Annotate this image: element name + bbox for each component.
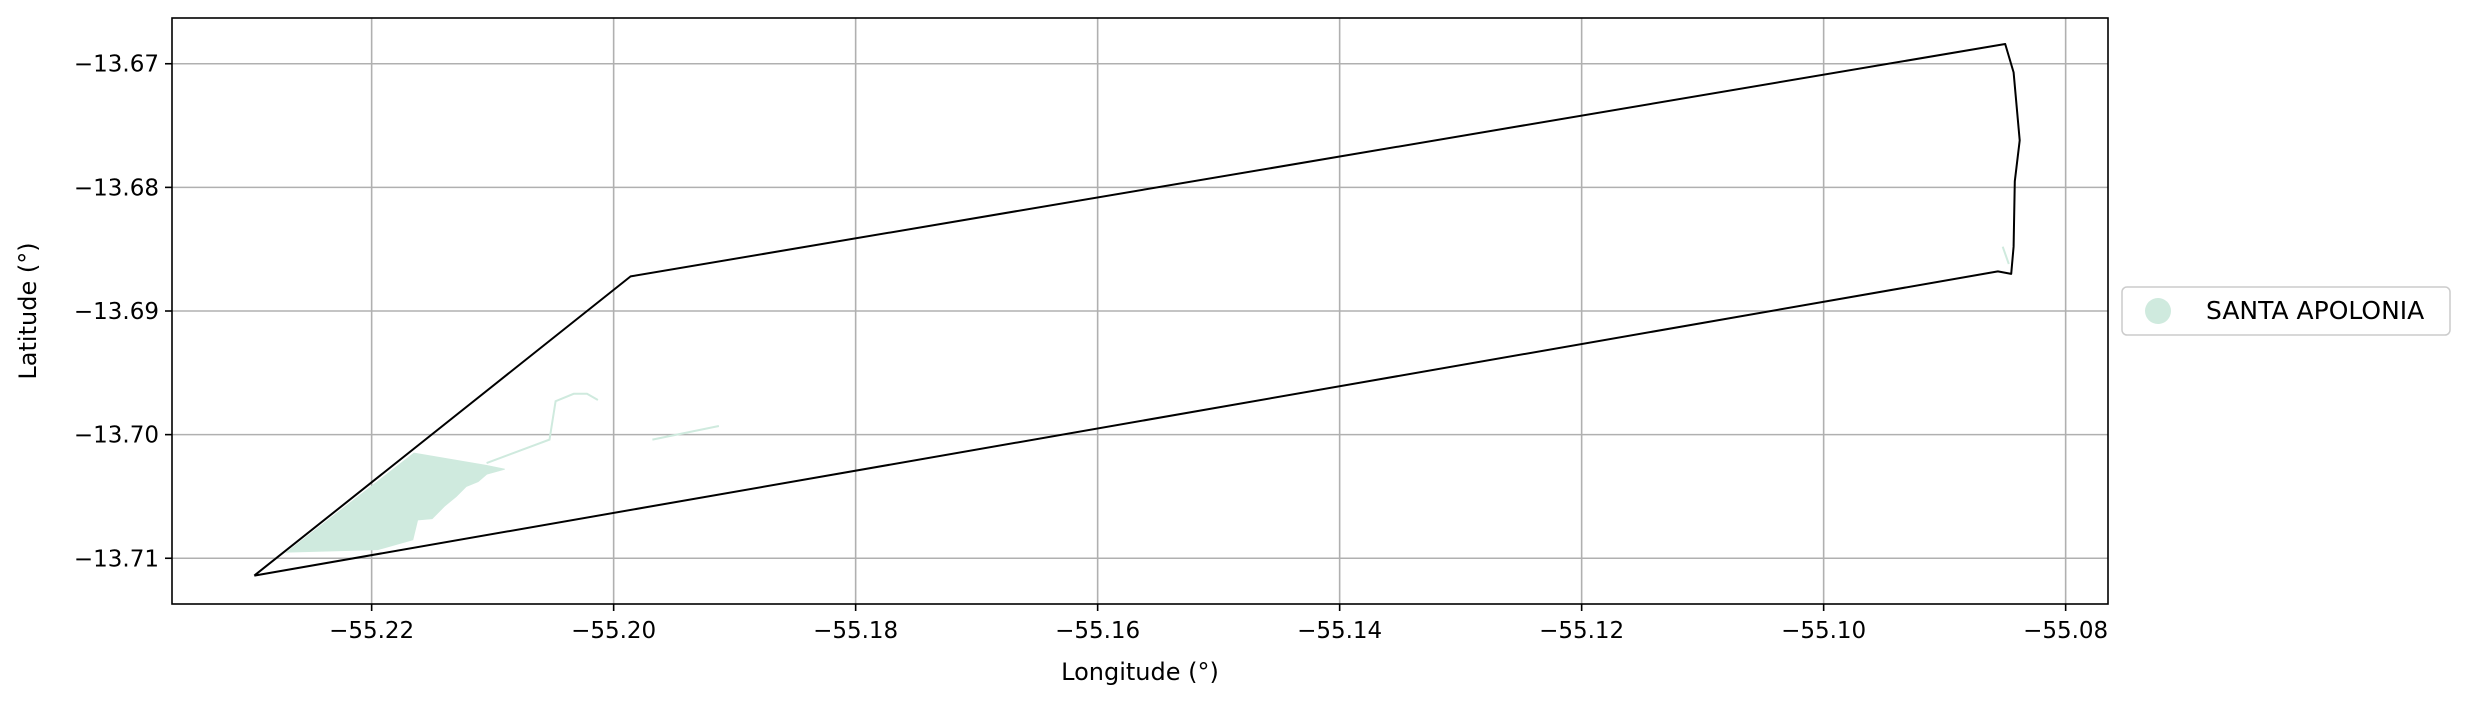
y-tick-label: −13.69 xyxy=(74,299,159,325)
y-tick-label: −13.70 xyxy=(74,423,159,449)
y-tick-label: −13.68 xyxy=(74,175,159,201)
y-tick-label: −13.71 xyxy=(74,546,159,572)
x-axis-label: Longitude (°) xyxy=(1061,658,1219,686)
x-tick-label: −55.12 xyxy=(1539,618,1624,644)
axis-ticks: −55.22 −55.20 −55.18 −55.16 −55.14 −55.12 −55.… xyxy=(74,52,2108,644)
x-tick-label: −55.08 xyxy=(2023,618,2108,644)
y-axis-label: Latitude (°) xyxy=(14,242,42,379)
santa-apolonia-stream xyxy=(2001,246,2010,265)
x-tick-label: −55.20 xyxy=(571,618,656,644)
santa-apolonia-stream xyxy=(486,392,599,465)
legend-frame xyxy=(2121,286,2451,336)
map-layers xyxy=(253,43,2021,577)
x-tick-label: −55.18 xyxy=(813,618,898,644)
boundary-outline xyxy=(253,43,2021,577)
x-tick-label: −55.14 xyxy=(1297,618,1382,644)
x-tick-label: −55.22 xyxy=(329,618,414,644)
x-tick-label: −55.16 xyxy=(1055,618,1140,644)
legend-label-santa-apolonia: SANTA APOLONIA xyxy=(2206,296,2424,325)
santa-apolonia-area xyxy=(285,452,505,553)
santa-apolonia-stream xyxy=(652,425,720,441)
legend: SANTA APOLONIA xyxy=(2121,286,2451,336)
y-tick-label: −13.67 xyxy=(74,52,159,78)
x-tick-label: −55.10 xyxy=(1781,618,1866,644)
legend-marker-santa-apolonia xyxy=(2145,298,2171,324)
